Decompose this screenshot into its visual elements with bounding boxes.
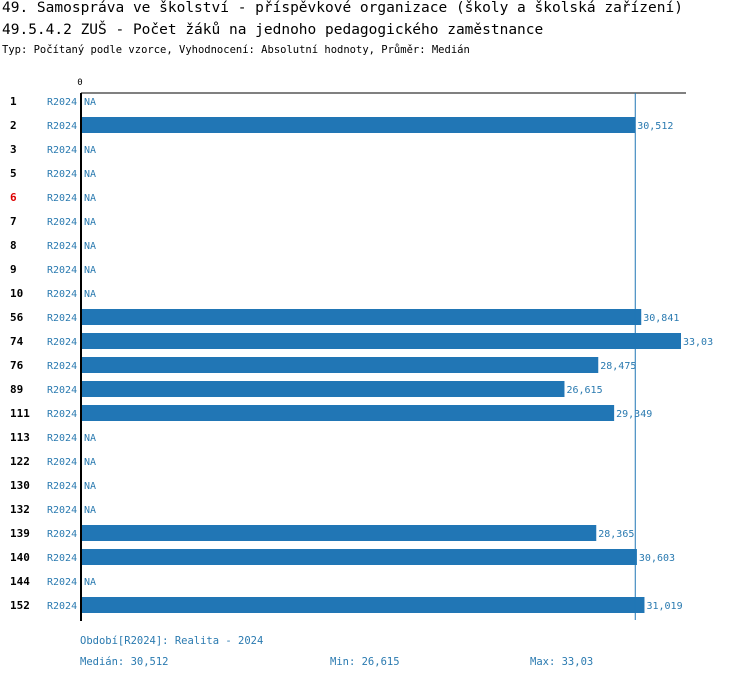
- data-label: 30,512: [637, 121, 673, 132]
- row-label: 74: [10, 335, 24, 348]
- na-label: NA: [84, 217, 96, 228]
- bar: [82, 597, 645, 613]
- bar: [82, 357, 599, 373]
- na-label: NA: [84, 265, 96, 276]
- period-label: R2024: [47, 481, 77, 492]
- row-label: 132: [10, 503, 30, 516]
- row-label: 152: [10, 599, 30, 612]
- footer-max: Max: 33,03: [530, 656, 594, 668]
- row-label: 76: [10, 359, 24, 372]
- period-label: R2024: [47, 457, 77, 468]
- bar: [82, 381, 565, 397]
- row-label: 140: [10, 551, 30, 564]
- period-label: R2024: [47, 145, 77, 156]
- period-label: R2024: [47, 97, 77, 108]
- period-label: R2024: [47, 241, 77, 252]
- data-label: 28,475: [600, 361, 636, 372]
- bar: [82, 405, 615, 421]
- period-label: R2024: [47, 121, 77, 132]
- period-label: R2024: [47, 553, 77, 564]
- row-label: 9: [10, 263, 17, 276]
- row-label: 3: [10, 143, 17, 156]
- row-label: 139: [10, 527, 30, 540]
- bar: [82, 117, 636, 133]
- na-label: NA: [84, 145, 96, 156]
- na-label: NA: [84, 97, 96, 108]
- chart-subtitle: 49.5.4.2 ZUŠ - Počet žáků na jednoho ped…: [2, 22, 544, 38]
- na-label: NA: [84, 577, 96, 588]
- row-label: 5: [10, 167, 17, 180]
- na-label: NA: [84, 241, 96, 252]
- period-label: R2024: [47, 313, 77, 324]
- footer-median: Medián: 30,512: [80, 656, 169, 668]
- row-label: 89: [10, 383, 23, 396]
- period-label: R2024: [47, 217, 77, 228]
- bar: [82, 549, 637, 565]
- period-label: R2024: [47, 265, 77, 276]
- row-label: 111: [10, 407, 30, 420]
- na-label: NA: [84, 481, 96, 492]
- row-label: 1: [10, 95, 17, 108]
- period-label: R2024: [47, 433, 77, 444]
- na-label: NA: [84, 289, 96, 300]
- row-label: 144: [10, 575, 30, 588]
- row-label: 2: [10, 119, 17, 132]
- bar: [82, 309, 642, 325]
- row-label: 130: [10, 479, 30, 492]
- row-label: 122: [10, 455, 30, 468]
- period-label: R2024: [47, 409, 77, 420]
- x-tick-label-zero: 0: [77, 78, 82, 88]
- row-label: 10: [10, 287, 23, 300]
- row-label: 113: [10, 431, 30, 444]
- na-label: NA: [84, 433, 96, 444]
- period-label: R2024: [47, 385, 77, 396]
- bar: [82, 333, 681, 349]
- na-label: NA: [84, 169, 96, 180]
- period-label: R2024: [47, 361, 77, 372]
- data-label: 29,349: [616, 409, 652, 420]
- data-label: 26,615: [566, 385, 602, 396]
- period-label: R2024: [47, 169, 77, 180]
- data-label: 33,03: [683, 337, 713, 348]
- data-label: 30,603: [639, 553, 675, 564]
- row-label: 7: [10, 215, 17, 228]
- period-label: R2024: [47, 505, 77, 516]
- period-label: R2024: [47, 577, 77, 588]
- row-label: 6: [10, 191, 17, 204]
- data-label: 28,365: [598, 529, 634, 540]
- chart-meta: Typ: Počítaný podle vzorce, Vyhodnocení:…: [2, 44, 470, 56]
- footer-min: Min: 26,615: [330, 656, 400, 668]
- na-label: NA: [84, 457, 96, 468]
- row-label: 56: [10, 311, 24, 324]
- footer-period: Období[R2024]: Realita - 2024: [80, 635, 264, 647]
- data-label: 30,841: [643, 313, 679, 324]
- na-label: NA: [84, 505, 96, 516]
- data-label: 31,019: [646, 601, 682, 612]
- row-label: 8: [10, 239, 17, 252]
- period-label: R2024: [47, 529, 77, 540]
- period-label: R2024: [47, 337, 77, 348]
- chart-title: 49. Samospráva ve školství - příspěvkové…: [2, 0, 683, 16]
- period-label: R2024: [47, 289, 77, 300]
- period-label: R2024: [47, 193, 77, 204]
- period-label: R2024: [47, 601, 77, 612]
- bar: [82, 525, 597, 541]
- na-label: NA: [84, 193, 96, 204]
